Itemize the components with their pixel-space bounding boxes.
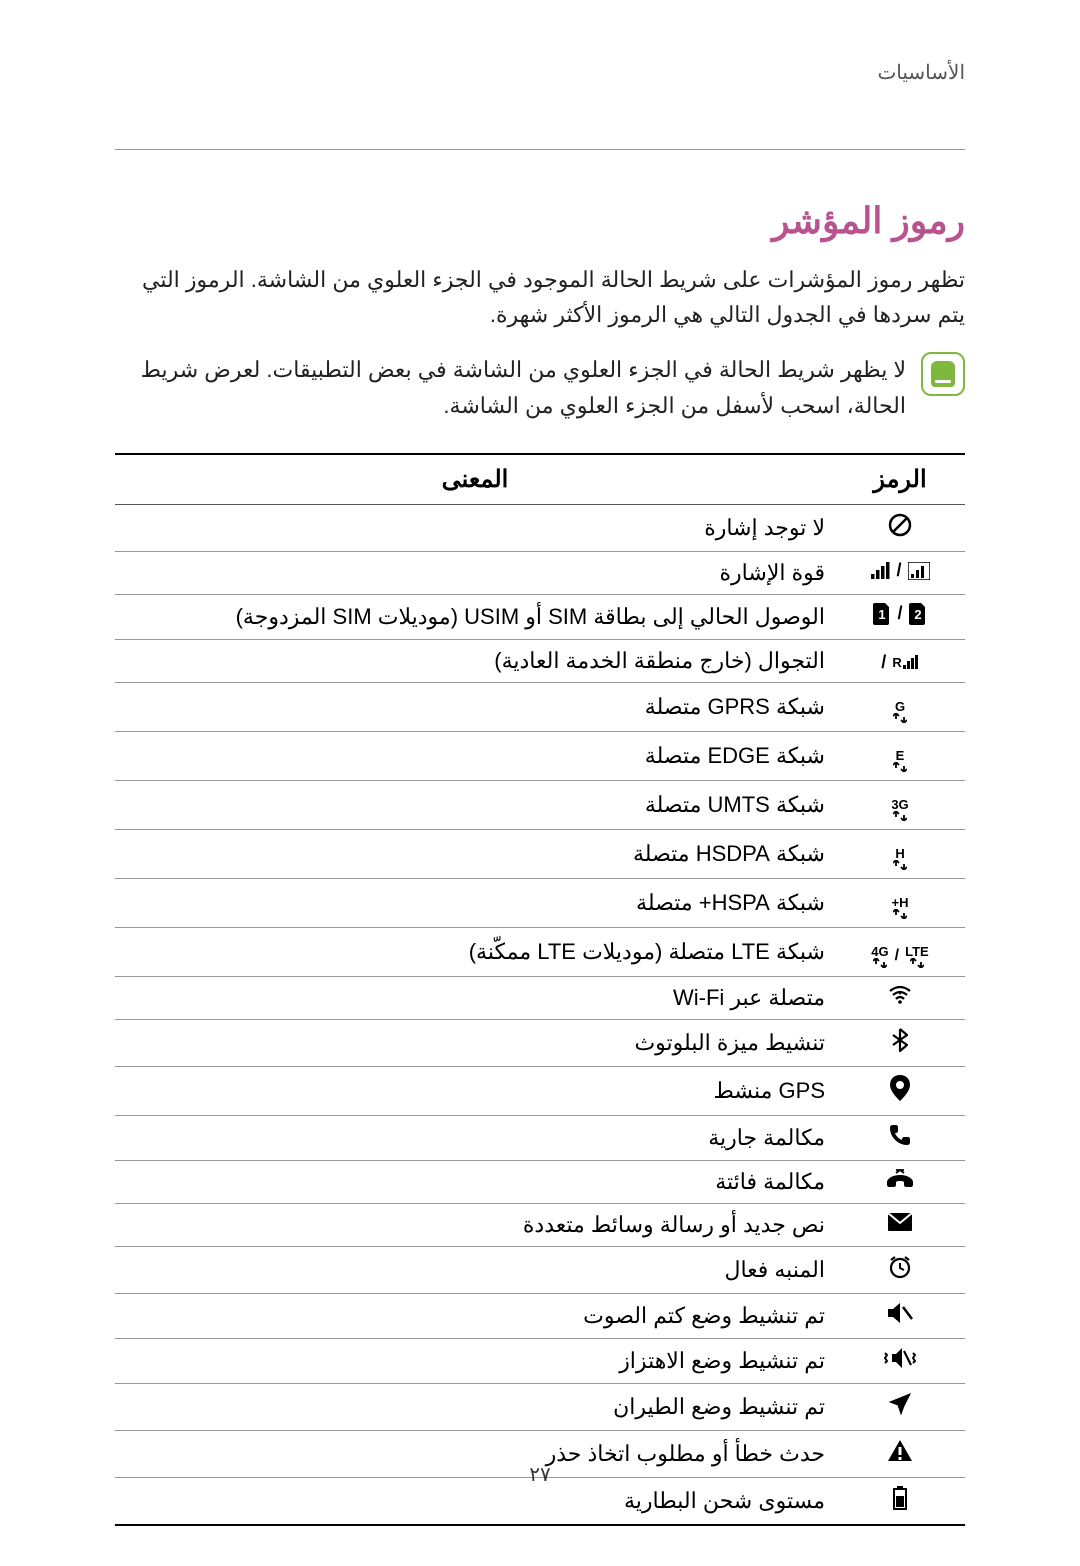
meaning-cell: مكالمة فائتة xyxy=(115,1160,835,1203)
breadcrumb: الأساسيات xyxy=(115,60,965,89)
table-row: تم تنشيط وضع كتم الصوت xyxy=(115,1293,965,1338)
icon-cell xyxy=(835,1338,965,1383)
icon-cell xyxy=(835,1115,965,1160)
table-row: مكالمة جارية xyxy=(115,1115,965,1160)
table-row: / R التجوال (خارج منطقة الخدمة العادية) xyxy=(115,639,965,682)
meaning-cell: شبكة GPRS متصلة xyxy=(115,682,835,731)
page-number: ٢٧ xyxy=(0,1462,1080,1487)
icon-cell xyxy=(835,1293,965,1338)
icon-cell xyxy=(835,1246,965,1293)
table-row: 1 / 2 الوصول الحالي إلى بطاقة SIM أو USI… xyxy=(115,594,965,639)
table-row: H شبكة HSDPA متصلة xyxy=(115,829,965,878)
note-text: لا يظهر شريط الحالة في الجزء العلوي من ا… xyxy=(115,352,906,422)
indicator-table: الرمز المعنى لا توجد إشارة / قوة الإشارة… xyxy=(115,453,965,1526)
table-row: المنبه فعال xyxy=(115,1246,965,1293)
meaning-cell: شبكة UMTS متصلة xyxy=(115,780,835,829)
note-icon xyxy=(921,352,965,396)
intro-paragraph: تظهر رموز المؤشرات على شريط الحالة الموج… xyxy=(115,262,965,332)
icon-cell xyxy=(835,1019,965,1066)
meaning-cell: تم تنشيط وضع الطيران xyxy=(115,1383,835,1430)
icon-cell: H+ xyxy=(835,878,965,927)
table-row: نص جديد أو رسالة وسائط متعددة xyxy=(115,1203,965,1246)
table-row: تنشيط ميزة البلوتوث xyxy=(115,1019,965,1066)
meaning-cell: تم تنشيط وضع كتم الصوت xyxy=(115,1293,835,1338)
icon-cell: G xyxy=(835,682,965,731)
meaning-cell: متصلة عبر Wi-Fi xyxy=(115,976,835,1019)
meaning-cell: مكالمة جارية xyxy=(115,1115,835,1160)
meaning-cell: شبكة HSDPA متصلة xyxy=(115,829,835,878)
header-rule xyxy=(115,149,965,150)
table-row: تم تنشيط وضع الاهتزاز xyxy=(115,1338,965,1383)
section-title: رموز المؤشر xyxy=(115,200,965,242)
icon-cell: 4G / LTE xyxy=(835,927,965,976)
table-row: لا توجد إشارة xyxy=(115,504,965,551)
table-row: 4G / LTE شبكة LTE متصلة (موديلات LTE ممك… xyxy=(115,927,965,976)
table-row: تم تنشيط وضع الطيران xyxy=(115,1383,965,1430)
meaning-cell: التجوال (خارج منطقة الخدمة العادية) xyxy=(115,639,835,682)
icon-cell xyxy=(835,1066,965,1115)
meaning-cell: نص جديد أو رسالة وسائط متعددة xyxy=(115,1203,835,1246)
svg-text:2: 2 xyxy=(914,607,921,622)
meaning-cell: تم تنشيط وضع الاهتزاز xyxy=(115,1338,835,1383)
icon-cell xyxy=(835,1160,965,1203)
table-row: GPS منشط xyxy=(115,1066,965,1115)
table-header-meaning: المعنى xyxy=(115,454,835,505)
table-row: متصلة عبر Wi-Fi xyxy=(115,976,965,1019)
meaning-cell: الوصول الحالي إلى بطاقة SIM أو USIM (مود… xyxy=(115,594,835,639)
icon-cell xyxy=(835,1203,965,1246)
icon-cell: H xyxy=(835,829,965,878)
icon-cell xyxy=(835,504,965,551)
table-row: / قوة الإشارة xyxy=(115,551,965,594)
table-header-icon: الرمز xyxy=(835,454,965,505)
icon-cell: / R xyxy=(835,639,965,682)
meaning-cell: لا توجد إشارة xyxy=(115,504,835,551)
table-row: H+ شبكة HSPA+ متصلة xyxy=(115,878,965,927)
meaning-cell: GPS منشط xyxy=(115,1066,835,1115)
meaning-cell: شبكة EDGE متصلة xyxy=(115,731,835,780)
meaning-cell: المنبه فعال xyxy=(115,1246,835,1293)
icon-cell: / xyxy=(835,551,965,594)
icon-cell xyxy=(835,1383,965,1430)
svg-text:1: 1 xyxy=(879,607,886,622)
icon-cell: 1 / 2 xyxy=(835,594,965,639)
table-row: 3G شبكة UMTS متصلة xyxy=(115,780,965,829)
meaning-cell: تنشيط ميزة البلوتوث xyxy=(115,1019,835,1066)
icon-cell: 3G xyxy=(835,780,965,829)
table-row: E شبكة EDGE متصلة xyxy=(115,731,965,780)
icon-cell xyxy=(835,976,965,1019)
note-box: لا يظهر شريط الحالة في الجزء العلوي من ا… xyxy=(115,352,965,422)
meaning-cell: شبكة LTE متصلة (موديلات LTE ممكّنة) xyxy=(115,927,835,976)
table-row: مكالمة فائتة xyxy=(115,1160,965,1203)
meaning-cell: شبكة HSPA+ متصلة xyxy=(115,878,835,927)
icon-cell: E xyxy=(835,731,965,780)
meaning-cell: قوة الإشارة xyxy=(115,551,835,594)
table-row: G شبكة GPRS متصلة xyxy=(115,682,965,731)
